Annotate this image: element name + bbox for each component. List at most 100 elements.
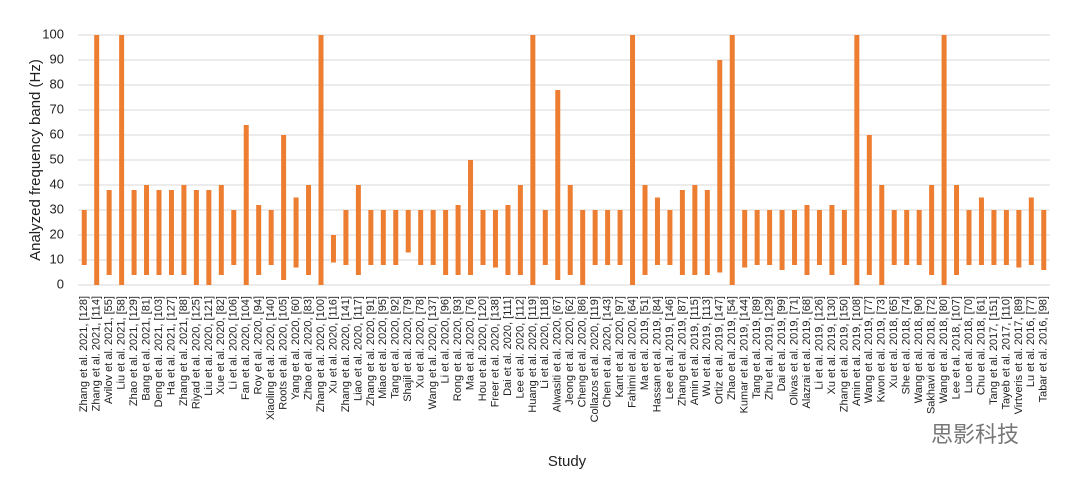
bar bbox=[742, 210, 748, 268]
x-tick-label: Liao et al. 2020, [117] bbox=[352, 296, 364, 401]
bar bbox=[168, 190, 174, 275]
x-tick-label: Deng et al. 2021, [103] bbox=[153, 296, 165, 407]
x-tick-label: Zhang et al. 2020, [141] bbox=[340, 296, 352, 412]
bar bbox=[343, 210, 349, 265]
x-tick-label: Ma et al. 2020, [76] bbox=[464, 296, 476, 390]
x-tick-label: Tabar et al. 2016, [98] bbox=[1038, 296, 1050, 402]
bar bbox=[592, 210, 598, 265]
x-tick-label: Riyad et al. 2020, [125] bbox=[190, 296, 202, 409]
x-tick-label: Zhao et al. 2020, [83] bbox=[302, 296, 314, 400]
bar bbox=[542, 210, 548, 265]
bar bbox=[380, 210, 386, 265]
x-tick-label: Wu et al. 2019, [113] bbox=[701, 296, 713, 397]
bar bbox=[605, 210, 611, 265]
bar bbox=[106, 190, 112, 275]
x-axis-label: Study bbox=[548, 453, 587, 470]
bar bbox=[492, 210, 498, 268]
x-tick-label: Ortiz et al. 2019, [147] bbox=[714, 296, 726, 404]
x-tick-label: Zhang et al. 2020, [91] bbox=[365, 296, 377, 406]
x-tick-label: Kumar et al. 2019, [144] bbox=[739, 296, 751, 413]
x-tick-label: Zhang et al. 2020, [100] bbox=[315, 296, 327, 412]
x-tick-label: Wang et al. 2018, [90] bbox=[913, 296, 925, 403]
x-tick-label: Hou et al. 2020, [120] bbox=[477, 296, 489, 401]
bar bbox=[841, 210, 847, 265]
bar bbox=[81, 210, 87, 265]
x-tick-label: Amin et al. 2019, [108] bbox=[851, 296, 863, 406]
y-tick-label: 60 bbox=[50, 126, 64, 141]
y-tick-label: 50 bbox=[50, 151, 64, 166]
x-tick-label: Kwon et al. 2019, [73] bbox=[876, 296, 888, 402]
x-tick-label: Fahimi et al. 2020, [64] bbox=[626, 296, 638, 408]
y-tick-label: 0 bbox=[57, 276, 64, 291]
bar bbox=[642, 185, 648, 275]
x-tick-label: Freer et al. 2020, [138] bbox=[489, 296, 501, 407]
y-tick-label: 100 bbox=[42, 26, 64, 41]
x-tick-label: Tang et al. 2020, [92] bbox=[390, 296, 402, 399]
y-axis-label: Analyzed frequency band (Hz) bbox=[27, 59, 44, 261]
x-tick-label: Huang et al. 2020, [119] bbox=[527, 296, 539, 413]
x-tick-label: Xu et al. 2019, [130] bbox=[826, 296, 838, 394]
bar bbox=[281, 135, 287, 280]
x-tick-label: Dai et al. 2019, [99] bbox=[776, 296, 788, 391]
bar bbox=[181, 185, 187, 275]
bar bbox=[654, 197, 660, 265]
x-tick-label: Zhao et al. 2019, [54] bbox=[726, 296, 738, 400]
bar bbox=[517, 185, 523, 275]
bar bbox=[941, 35, 947, 285]
bar bbox=[94, 35, 100, 285]
x-tick-label: Virtveris et al. 2017, [89] bbox=[1013, 296, 1025, 414]
x-tick-label: Tayeb et al. 2017, [110] bbox=[1000, 296, 1012, 410]
bar bbox=[904, 210, 910, 265]
x-tick-label: Cheng et al. 2020, [86] bbox=[577, 296, 589, 407]
x-tick-label: Li et al. 2020, [106] bbox=[228, 296, 240, 390]
bar bbox=[530, 35, 536, 285]
x-tick-label: Miao et al. 2020, [95] bbox=[377, 296, 389, 399]
bar bbox=[754, 210, 760, 265]
x-tick-label: Zhang et al. 2019, [87] bbox=[676, 296, 688, 406]
bar bbox=[1016, 210, 1022, 268]
x-tick-label: Olivas et al. 2019, [71] bbox=[788, 296, 800, 405]
bar bbox=[1003, 210, 1009, 265]
bar bbox=[866, 135, 872, 275]
x-tick-label: Amin et al. 2019, [115] bbox=[689, 296, 701, 405]
bar bbox=[679, 190, 685, 275]
x-tick-label: Alwasiti et al. 2020, [67] bbox=[552, 296, 564, 412]
bar bbox=[966, 210, 972, 265]
x-tick-label: She et al. 2018, [74] bbox=[901, 296, 913, 394]
bar bbox=[717, 60, 723, 273]
x-tick-label: Zhao et al. 2021, [129] bbox=[128, 296, 140, 406]
x-tick-label: Liu et al. 2020, [121] bbox=[203, 296, 215, 396]
x-tick-label: Xu et al. 2020, [78] bbox=[415, 296, 427, 388]
bar bbox=[468, 160, 474, 275]
bar bbox=[929, 185, 935, 275]
bar bbox=[916, 210, 922, 265]
bar bbox=[318, 35, 324, 285]
bar bbox=[119, 35, 125, 285]
x-tick-label: Tang et al. 2019, [89] bbox=[751, 296, 763, 399]
x-tick-label: Zhang et al. 2021, [88] bbox=[178, 296, 190, 406]
bar bbox=[293, 197, 299, 268]
x-tick-label: Li et al. 2020, [118] bbox=[539, 296, 551, 389]
bar bbox=[144, 185, 150, 275]
bar bbox=[218, 185, 224, 275]
x-tick-label: Rong et al. 2020, [93] bbox=[452, 296, 464, 401]
watermark: 思影科技 bbox=[931, 422, 1019, 447]
bar bbox=[505, 205, 511, 275]
bar bbox=[692, 185, 698, 275]
bar bbox=[816, 210, 822, 265]
x-tick-label: Lee et al. 2020, [112] bbox=[514, 296, 526, 399]
x-tick-label: Fan et al. 2020, [104] bbox=[240, 296, 252, 400]
bar bbox=[306, 185, 312, 275]
x-tick-label: Tang et al. 2017, [151] bbox=[988, 296, 1000, 405]
bar bbox=[879, 185, 885, 285]
x-tick-label: Zhang et al. 2021, [114] bbox=[91, 296, 103, 411]
x-tick-label: Zhang et al. 2021, [128] bbox=[78, 296, 90, 412]
x-tick-label: Kant et al. 2020, [97] bbox=[614, 296, 626, 398]
x-tick-label: Xu et al. 2020, [116] bbox=[327, 296, 339, 394]
x-tick-label: Lu et al. 2016, [77] bbox=[1025, 296, 1037, 387]
bar bbox=[1041, 210, 1047, 270]
y-tick-label: 70 bbox=[50, 101, 64, 116]
x-tick-label: Roots et al. 2020, [105] bbox=[278, 296, 290, 410]
bar bbox=[804, 205, 810, 275]
